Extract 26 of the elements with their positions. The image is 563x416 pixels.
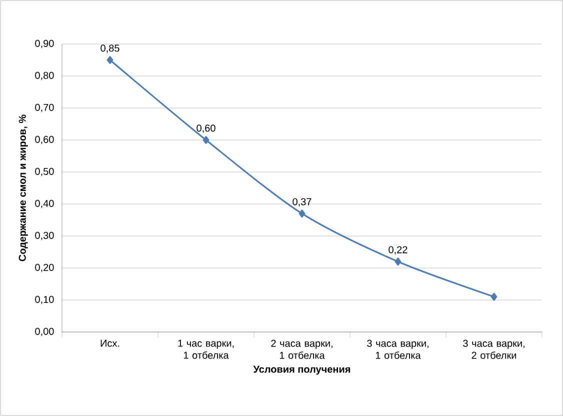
x-tick-label: 2 часа варки, 1 отбелка bbox=[271, 340, 332, 359]
x-tick-label: Исх. bbox=[100, 340, 120, 347]
y-tick-label: 0,30 bbox=[35, 232, 54, 240]
x-tick-label: 3 часа варки, 2 отбелки bbox=[463, 340, 524, 359]
y-tick-label: 0,20 bbox=[35, 264, 54, 272]
y-tick-label: 0,90 bbox=[35, 40, 54, 48]
point bbox=[298, 210, 306, 218]
data-label: 0,60 bbox=[196, 124, 216, 133]
y-tick-label: 0,00 bbox=[35, 328, 54, 336]
y-tick-label: 0,80 bbox=[35, 72, 54, 80]
point bbox=[202, 136, 210, 144]
y-tick-label: 0,70 bbox=[35, 104, 54, 112]
point bbox=[490, 292, 498, 301]
y-axis-title: Содержание смол и жиров, % bbox=[18, 114, 28, 262]
data-label: 0,37 bbox=[292, 198, 312, 206]
data-label: 0,22 bbox=[388, 246, 408, 254]
x-axis-title: Условия получения bbox=[253, 366, 350, 375]
x-tick-label: 3 часа варки, 1 отбелка bbox=[367, 340, 428, 359]
point bbox=[394, 258, 402, 266]
y-tick-label: 0,60 bbox=[35, 136, 54, 144]
data-label: 0,85 bbox=[100, 44, 120, 53]
y-tick-label: 0,10 bbox=[35, 296, 54, 304]
y-tick-label: 0,50 bbox=[35, 168, 54, 176]
point bbox=[106, 56, 114, 64]
y-tick-label: 0,40 bbox=[35, 200, 54, 208]
x-tick-label: 1 час варки, 1 отбелка bbox=[178, 340, 234, 359]
